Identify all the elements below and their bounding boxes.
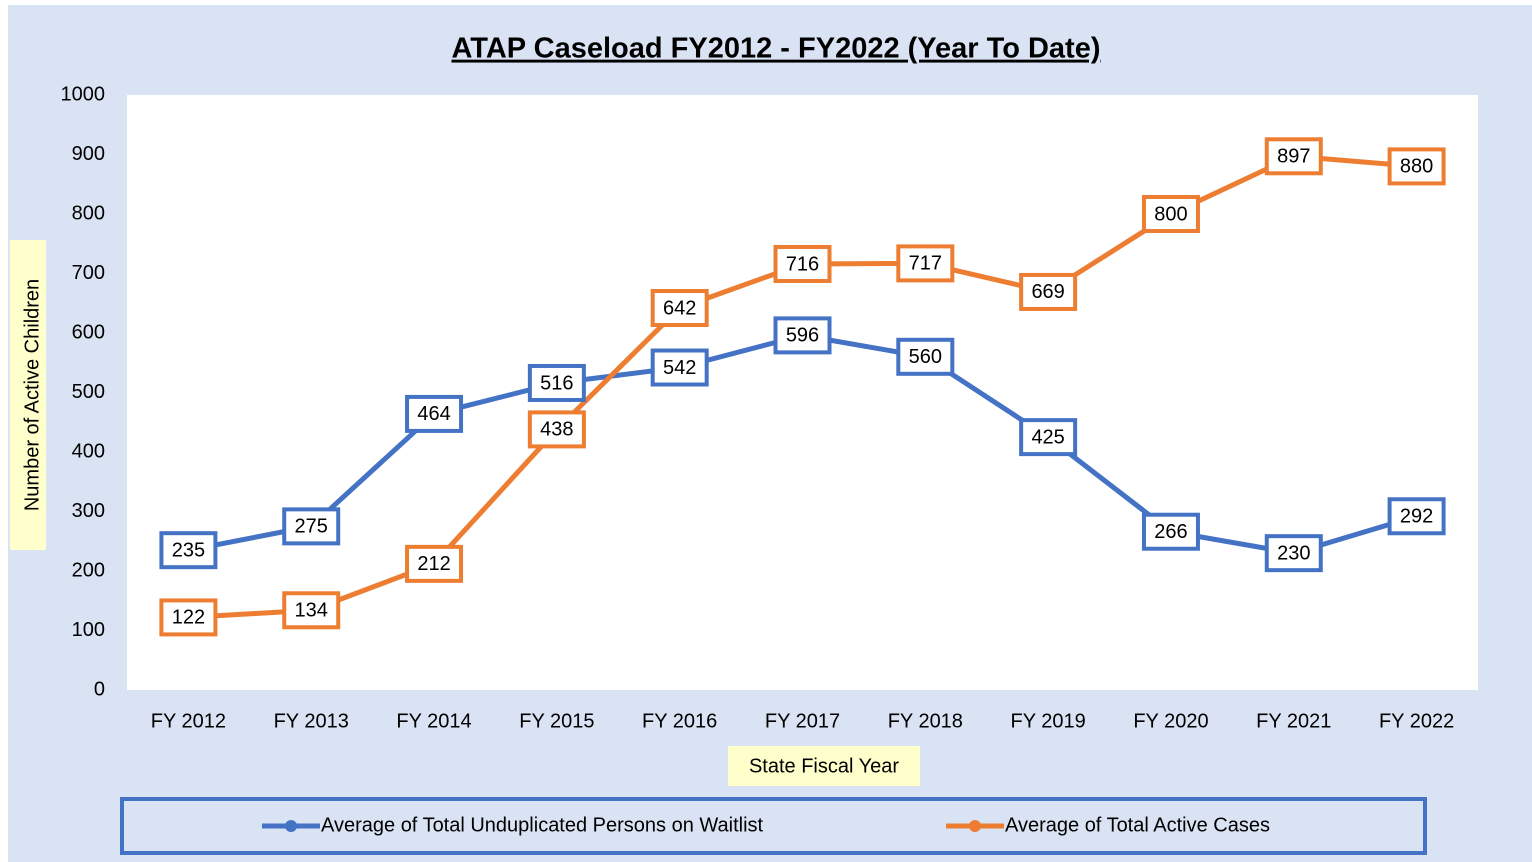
legend-marker (285, 820, 297, 832)
data-label-box (1019, 418, 1078, 457)
x-tick-label: FY 2018 (888, 710, 963, 732)
x-tick-label: FY 2015 (519, 710, 594, 732)
x-tick-label: FY 2012 (151, 710, 226, 732)
data-label-box (1387, 147, 1446, 186)
data-label: 292 (1400, 506, 1433, 528)
x-tick-label: FY 2014 (396, 710, 471, 732)
data-label: 438 (540, 419, 573, 441)
data-label-box (527, 363, 586, 402)
data-label-box (1387, 497, 1446, 536)
data-label: 122 (172, 607, 205, 629)
data-label: 716 (786, 253, 819, 275)
data-label: 880 (1400, 156, 1433, 178)
legend-label: Average of Total Unduplicated Persons on… (321, 814, 764, 836)
data-label-box (527, 410, 586, 449)
data-label-box (650, 348, 709, 387)
x-tick-label: FY 2017 (765, 710, 840, 732)
x-label-background (728, 746, 920, 786)
y-tick-label: 200 (72, 559, 105, 581)
data-label: 642 (663, 297, 696, 319)
y-tick-label: 700 (72, 262, 105, 284)
chart-title: ATAP Caseload FY2012 - FY2022 (Year To D… (452, 33, 1101, 65)
data-label-box (282, 591, 341, 630)
legend-marker (969, 820, 981, 832)
data-label-box (405, 394, 464, 433)
data-label-box (773, 316, 832, 355)
x-tick-label: FY 2021 (1256, 710, 1331, 732)
legend-label: Average of Total Active Cases (1005, 814, 1270, 836)
data-label: 212 (417, 553, 450, 575)
data-label: 275 (295, 516, 328, 538)
y-tick-label: 0 (94, 678, 105, 700)
data-label-box (1264, 534, 1323, 573)
data-label: 134 (295, 600, 328, 622)
y-tick-label: 300 (72, 500, 105, 522)
data-label: 266 (1154, 521, 1187, 543)
data-label-box (773, 244, 832, 283)
y-tick-label: 800 (72, 202, 105, 224)
data-label: 596 (786, 325, 819, 347)
y-label-background (10, 240, 46, 550)
x-axis-label: State Fiscal Year (749, 755, 899, 777)
data-label-box (1019, 272, 1078, 311)
y-tick-label: 600 (72, 321, 105, 343)
data-label: 516 (540, 372, 573, 394)
x-tick-label: FY 2019 (1011, 710, 1086, 732)
data-label-box (1141, 512, 1200, 551)
y-tick-label: 100 (72, 619, 105, 641)
data-label: 425 (1031, 426, 1064, 448)
x-tick-label: FY 2013 (274, 710, 349, 732)
x-tick-label: FY 2020 (1133, 710, 1208, 732)
data-label-box (159, 531, 218, 570)
y-tick-label: 900 (72, 143, 105, 165)
plot-area (127, 95, 1478, 690)
data-label-box (650, 289, 709, 328)
x-tick-label: FY 2016 (642, 710, 717, 732)
data-label: 800 (1154, 203, 1187, 225)
data-label: 464 (417, 403, 450, 425)
data-label: 897 (1277, 146, 1310, 168)
data-label: 542 (663, 357, 696, 379)
y-axis-label: Number of Active Children (21, 279, 43, 511)
data-label-box (896, 337, 955, 376)
data-label: 669 (1031, 281, 1064, 303)
data-label: 560 (909, 346, 942, 368)
data-label-box (1141, 195, 1200, 233)
data-label-box (282, 507, 341, 546)
data-label-box (1264, 137, 1323, 176)
legend (120, 797, 1427, 855)
data-label-box (405, 544, 464, 583)
data-label-box (896, 244, 955, 283)
x-tick-label: FY 2022 (1379, 710, 1454, 732)
data-label-box (159, 598, 218, 637)
y-tick-label: 500 (72, 381, 105, 403)
data-label: 717 (909, 253, 942, 275)
data-label: 235 (172, 539, 205, 561)
y-tick-label: 400 (72, 440, 105, 462)
data-label: 230 (1277, 542, 1310, 564)
y-tick-label: 1000 (61, 83, 106, 105)
